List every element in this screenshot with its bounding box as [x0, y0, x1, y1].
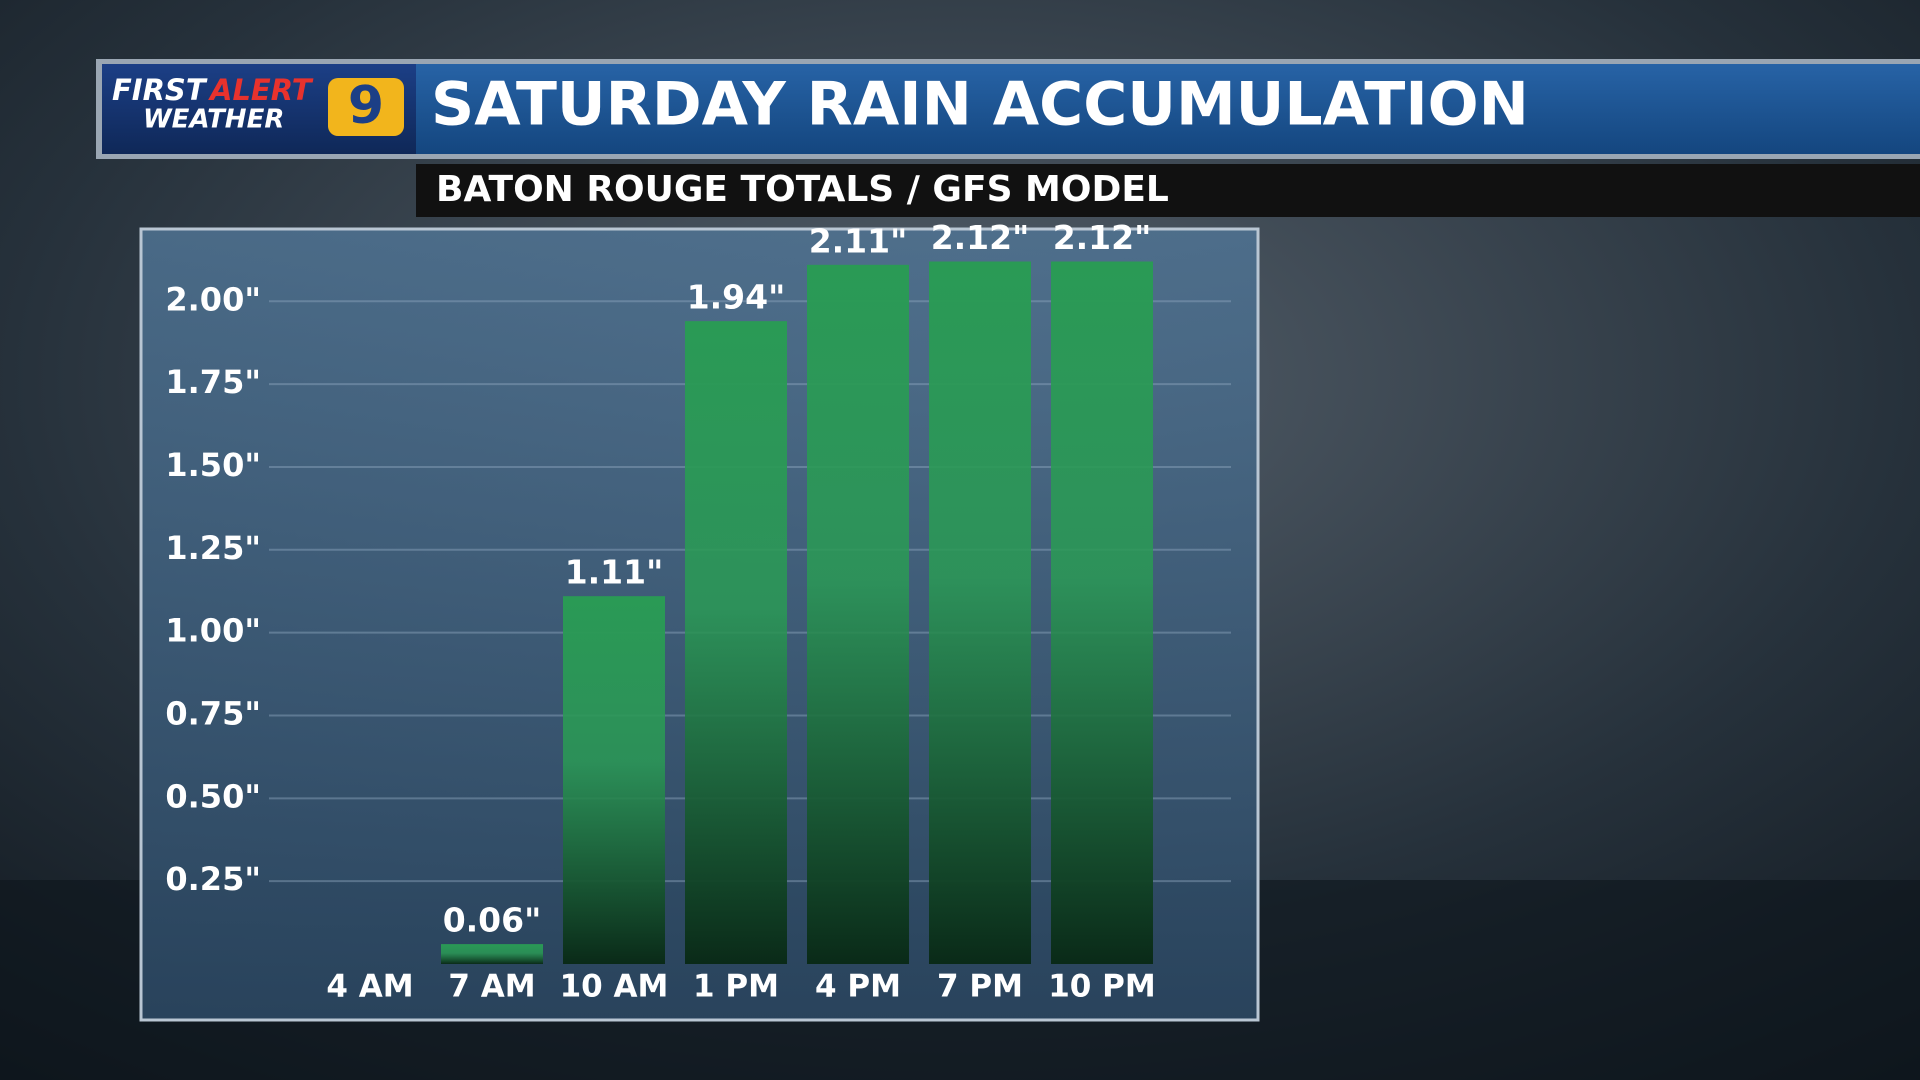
- bar: [563, 596, 665, 964]
- logo-first: FIRST: [112, 73, 208, 107]
- bar: [1051, 261, 1153, 964]
- bar: [685, 321, 787, 964]
- y-tick-label: 1.75": [165, 363, 261, 401]
- value-label: 2.12": [931, 218, 1030, 257]
- x-tick-label: 10 PM: [1048, 969, 1156, 1005]
- chart-subtitle: BATON ROUGE TOTALS / GFS MODEL: [436, 169, 1169, 210]
- y-tick-label: 1.25": [165, 529, 261, 567]
- y-tick-label: 2.00": [165, 280, 261, 318]
- x-tick-label: 4 AM: [326, 969, 413, 1005]
- subtitle-bar: [416, 164, 1920, 217]
- y-tick-label: 0.75": [165, 694, 261, 732]
- x-tick-label: 7 PM: [937, 969, 1023, 1005]
- y-tick-label: 0.25": [165, 860, 261, 898]
- y-tick-label: 1.00": [165, 612, 261, 650]
- chart-title: SATURDAY RAIN ACCUMULATION: [431, 70, 1529, 140]
- x-tick-label: 7 AM: [448, 969, 535, 1005]
- x-tick-label: 4 PM: [815, 969, 901, 1005]
- bar: [929, 261, 1031, 964]
- value-label: 2.12": [1053, 218, 1152, 257]
- x-tick-label: 1 PM: [693, 969, 779, 1005]
- logo-alert: ALERT: [208, 73, 314, 107]
- value-label: 0.06": [443, 901, 542, 940]
- x-tick-label: 10 AM: [560, 969, 669, 1005]
- logo-weather: WEATHER: [143, 105, 284, 135]
- value-label: 1.11": [565, 553, 664, 592]
- logo-badge: [328, 78, 404, 136]
- logo-number: 9: [348, 76, 384, 136]
- bar: [807, 264, 909, 964]
- value-label: 1.94": [687, 278, 786, 317]
- y-tick-label: 0.50": [165, 777, 261, 815]
- bar: [441, 944, 543, 964]
- value-label: 2.11": [809, 221, 908, 260]
- y-tick-label: 1.50": [165, 446, 261, 484]
